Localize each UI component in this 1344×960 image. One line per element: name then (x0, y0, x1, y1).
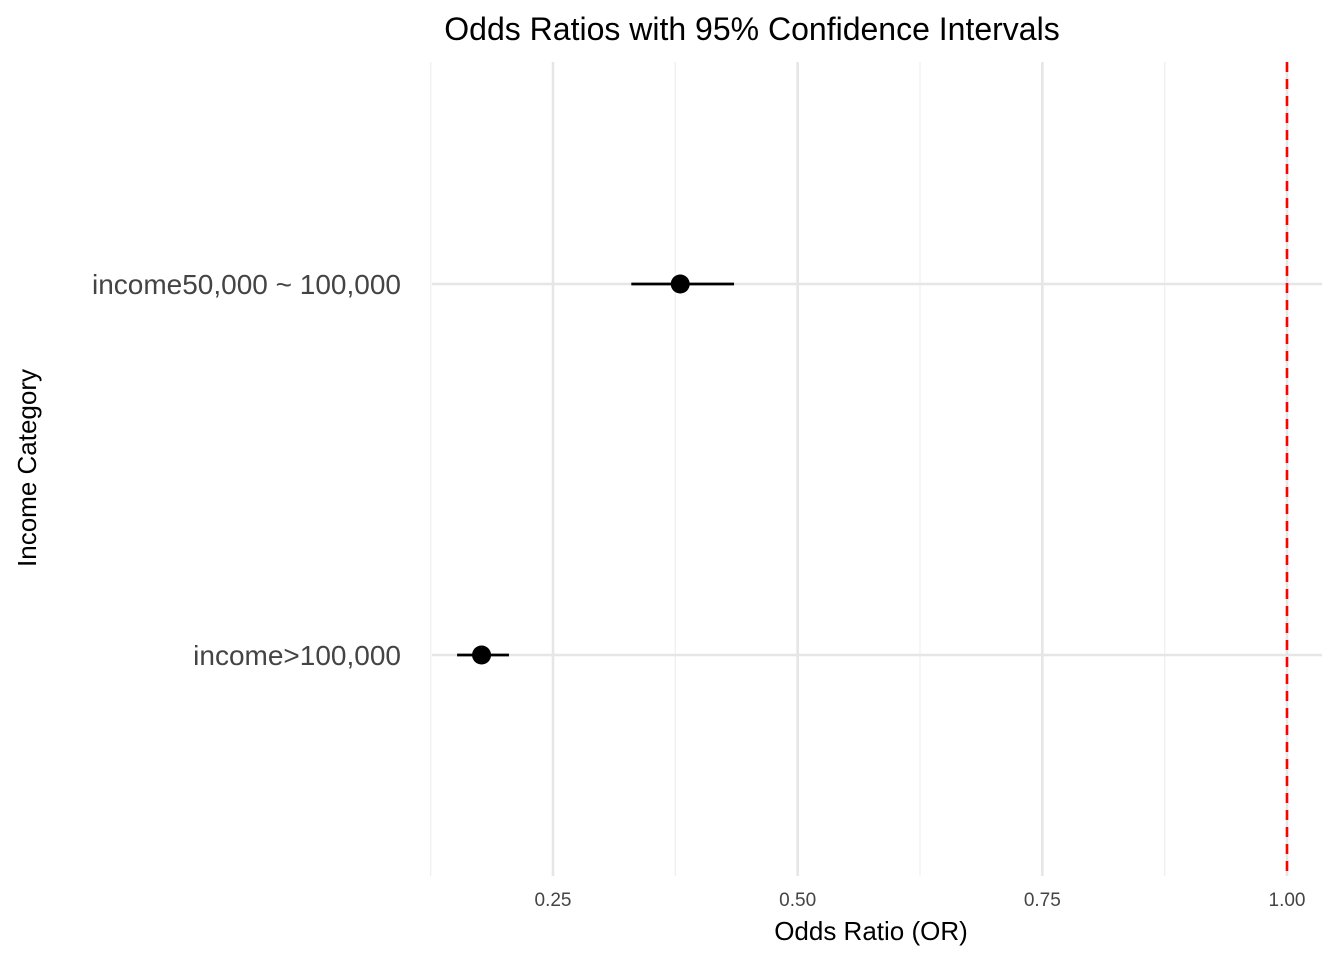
x-tick-label-3: 1.00 (1269, 890, 1306, 911)
y-axis-tick-labels: income50,000 ~ 100,000 income>100,000 (92, 269, 401, 671)
grid-lines (430, 62, 1322, 876)
x-tick-label-1: 0.50 (779, 890, 816, 911)
or-point-1 (472, 645, 492, 665)
x-tick-label-0: 0.25 (535, 890, 572, 911)
x-axis-tick-labels: 0.25 0.50 0.75 1.00 (535, 890, 1306, 911)
y-tick-label-0: income50,000 ~ 100,000 (92, 269, 401, 300)
chart-title: Odds Ratios with 95% Confidence Interval… (444, 11, 1059, 47)
or-point-0 (670, 274, 690, 294)
x-axis-title: Odds Ratio (OR) (774, 916, 968, 946)
x-tick-label-2: 0.75 (1024, 890, 1061, 911)
y-tick-label-1: income>100,000 (193, 640, 401, 671)
y-axis-title: Income Category (12, 369, 42, 567)
data-marks (457, 274, 735, 665)
